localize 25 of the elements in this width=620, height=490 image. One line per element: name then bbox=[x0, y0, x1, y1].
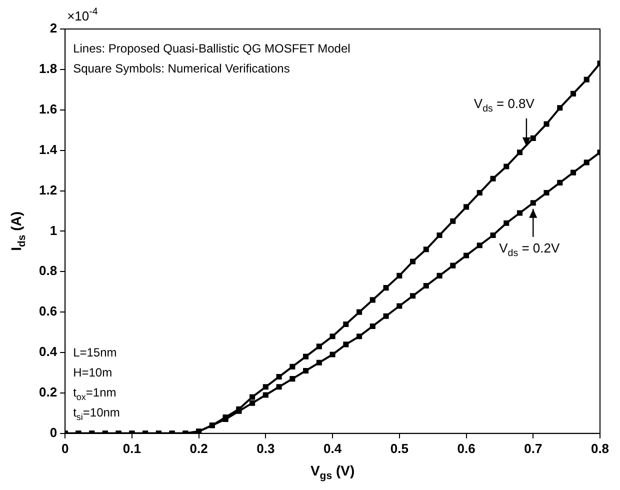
y-tick-label: 0.4 bbox=[38, 344, 58, 360]
y-tick-label: 0.6 bbox=[38, 304, 58, 319]
y-tick-label: 1.8 bbox=[38, 61, 58, 76]
x-tick-label: 0.2 bbox=[190, 440, 208, 456]
annotation: Square Symbols: Numerical Verifications bbox=[73, 61, 290, 76]
y-tick-label: 0 bbox=[50, 424, 58, 440]
y-tick-label: 1.2 bbox=[38, 182, 58, 198]
y-tick-label: 1.4 bbox=[38, 142, 58, 157]
y-tick-label: 0.8 bbox=[38, 263, 58, 278]
y-tick-label: 2 bbox=[50, 20, 58, 36]
x-tick-label: 0.3 bbox=[256, 440, 275, 456]
x-tick-label: 0.4 bbox=[323, 440, 342, 456]
x-tick-label: 0.6 bbox=[457, 440, 476, 456]
x-tick-label: 0 bbox=[61, 440, 69, 456]
y-tick-label: 1.6 bbox=[38, 101, 58, 116]
annotation: Lines: Proposed Quasi-Ballistic QG MOSFET Model bbox=[73, 41, 350, 56]
y-tick-label: 0.2 bbox=[38, 384, 58, 400]
annotation: L=15nm bbox=[73, 346, 117, 360]
x-tick-label: 0.8 bbox=[590, 440, 610, 456]
y-tick-label: 1 bbox=[50, 222, 58, 238]
x-tick-label: 0.1 bbox=[122, 440, 141, 456]
annotation: H=10m bbox=[73, 366, 112, 380]
x-tick-label: 0.5 bbox=[390, 440, 408, 456]
y-axis-title: Ids (A) bbox=[8, 211, 28, 251]
x-tick-label: 0.7 bbox=[524, 440, 542, 456]
